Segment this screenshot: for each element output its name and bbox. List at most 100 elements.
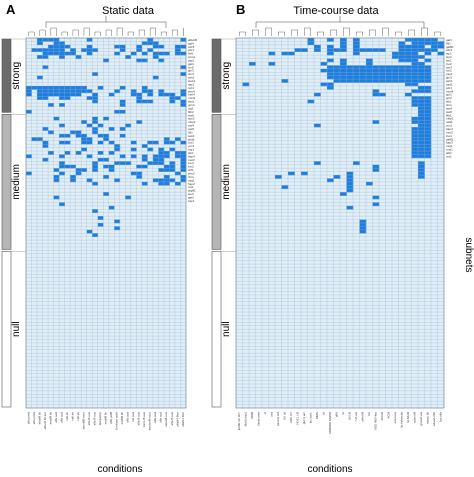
heatmap-cell [59,92,65,97]
heatmap-cell [48,38,54,42]
heatmap-cell [405,92,412,97]
row-label: rap1 [188,82,194,86]
heatmap-cell [418,154,425,159]
heatmap-cell [125,161,132,166]
heatmap-cell [333,48,341,53]
heatmap-cell [75,92,82,97]
heatmap-cell [411,133,419,138]
heatmap-cell [152,55,159,59]
heatmap-cell [136,48,143,53]
heatmap-cell [174,151,181,155]
row-label: alfaAB [188,38,197,42]
column-label: alfaN4 Bcn [181,412,185,427]
heatmap-cell [158,92,165,97]
row-label: rlm1 [446,103,452,107]
heatmap-cell [372,164,380,169]
row-label: mig1 [188,178,195,182]
heatmap-cell [48,89,54,94]
heatmap-cell [327,68,334,73]
heatmap-cell [158,161,165,166]
heatmap-cell [346,185,354,190]
heatmap-cell [53,51,60,56]
heatmap-cell [418,99,425,104]
heatmap-cell [97,133,104,138]
heatmap-cell [418,38,425,42]
heatmap-cell [64,151,71,155]
heatmap-cell [424,123,432,128]
heatmap-cell [141,181,148,186]
heatmap-cell [424,106,432,111]
heatmap-cell [26,154,32,159]
heatmap-cell [59,41,65,46]
heatmap-cell [301,171,308,176]
dendrogram-branch [127,31,134,36]
heatmap-cell [59,85,65,90]
heatmap-cell [169,161,176,166]
heatmap-cell [180,92,187,97]
row-label: gcn4 [188,103,195,107]
heatmap-cell [53,175,60,179]
dendrogram-branch [278,31,285,36]
heatmap-cell [37,55,43,59]
heatmap-cell [103,133,110,138]
heatmap-cell [424,38,432,42]
heatmap-cell [340,41,347,46]
column-label: stessB aux [164,412,168,427]
heatmap-cell [372,48,380,53]
heatmap-cell [108,168,115,172]
heatmap-cell [424,51,432,56]
heatmap-cell [59,202,65,207]
heatmap-cell [59,154,65,159]
heatmap-cell [158,168,165,172]
row-label: yap1 [446,72,453,76]
heatmap-cell [411,140,419,145]
heatmap-cell [379,72,386,76]
row-label: hap4 [188,154,195,158]
group-label-null: null [11,321,22,337]
row-label: pho4 [188,89,195,93]
heatmap-cell [372,75,380,80]
column-label: alfa B aux [137,412,141,426]
heatmap-cell [53,178,60,183]
heatmap-cell [158,51,165,56]
heatmap-cell [366,79,373,83]
heatmap-cell [141,85,148,90]
row-label: cin5 [188,65,194,69]
heatmap-cell [37,85,43,90]
heatmap-cell [75,171,82,176]
heatmap-cell [424,133,432,138]
heatmap-cell [163,140,170,145]
heatmap-cell [42,65,49,70]
heatmap-cell [359,219,367,224]
heatmap-cell [174,137,181,142]
heatmap-cell [366,68,373,73]
heatmap-cell [53,92,60,97]
row-label: cad1 [446,82,453,86]
heatmap-cell [424,58,432,63]
heatmap-cell [136,92,143,97]
heatmap-cell [353,44,360,49]
heatmap-cell [180,164,187,169]
heatmap-cell [158,151,165,155]
heatmap-cell [136,175,143,179]
heatmap-cell [411,127,419,131]
heatmap-cell [424,130,432,135]
heatmap-cell [103,192,110,196]
column-label: aNhAB [360,412,364,422]
heatmap-cell [130,154,137,159]
heatmap-cell [340,61,347,66]
row-label: ace2 [188,117,195,121]
heatmap-cell [405,79,412,83]
heatmap-cell [119,85,126,90]
heatmap-cell [174,181,181,186]
heatmap-cell [70,51,76,56]
heatmap-cell [418,168,425,172]
heatmap-cell [411,41,419,46]
heatmap-cell [424,140,432,145]
heatmap-cell [152,154,159,159]
group-bar-null [1,251,12,408]
heatmap-cell [418,151,425,155]
row-label: rox1 [446,69,452,73]
heatmap-cell [385,79,393,83]
row-label: gat3 [188,196,194,200]
